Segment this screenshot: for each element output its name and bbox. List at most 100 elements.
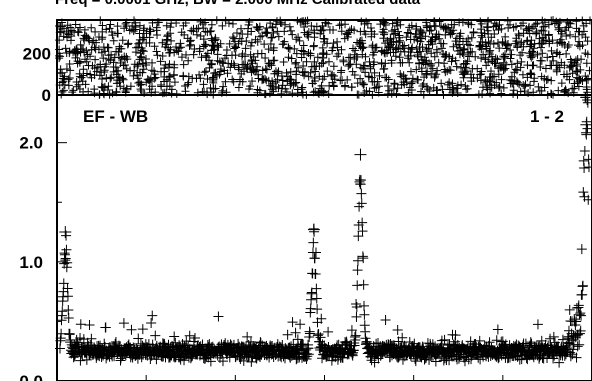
phase-point [447,57,456,66]
phase-point [446,66,455,75]
phase-point [104,82,113,91]
phase-point [259,75,268,84]
phase-point [96,16,105,25]
phase-point [147,66,156,75]
phase-point [64,30,73,39]
amplitude-frame [56,94,592,381]
phase-point [348,67,357,76]
phase-point [578,41,587,50]
phase-point [540,74,549,83]
phase-point [65,49,74,58]
amplitude-point [357,217,368,228]
phase-point [269,46,278,55]
phase-point [123,40,132,49]
phase-point [204,56,213,65]
phase-point [516,51,525,60]
phase-point [58,22,67,31]
phase-point [138,59,147,68]
phase-point [115,76,124,85]
amplitude-point [563,325,574,336]
phase-point [506,54,515,63]
phase-point [550,19,559,28]
phase-point [66,36,75,45]
amplitude-point [578,187,589,198]
amplitude-point [576,244,587,255]
phase-point [203,49,212,58]
phase-point [565,75,574,84]
phase-point [340,82,349,91]
phase-point [396,36,405,45]
phase-point [501,32,510,41]
amplitude-point [245,336,256,347]
phase-point [583,37,592,46]
phase-point [218,86,227,95]
phase-point [566,55,575,64]
phase-point [497,75,506,84]
phase-point [339,56,348,65]
amplitude-point [525,337,536,348]
amplitude-point [323,326,334,337]
phase-point [136,49,145,58]
phase-point [61,44,70,53]
amplitude-point [303,349,314,360]
phase-point [273,27,282,36]
phase-point [148,58,157,67]
phase-point [132,43,141,52]
phase-point [56,69,65,78]
phase-point [106,74,115,83]
phase-point [359,64,368,73]
phase-point [574,82,583,91]
phase-point [578,16,587,25]
phase-point [491,54,500,63]
amplitude-point [564,304,575,315]
phase-point [493,55,502,64]
phase-point [446,30,455,39]
phase-point [235,77,244,86]
phase-point [189,50,198,59]
phase-point [308,79,317,88]
phase-point [569,61,578,70]
phase-point [566,30,575,39]
phase-point [100,47,109,56]
phase-point [55,54,64,63]
phase-point [564,41,573,50]
phase-point [522,24,531,33]
phase-point [158,38,167,47]
phase-point [403,28,412,37]
phase-point [218,58,227,67]
phase-point [238,49,247,58]
phase-point [306,68,315,77]
phase-point [241,44,250,53]
phase-point [519,19,528,28]
phase-point [246,63,255,72]
phase-point [530,39,539,48]
phase-point [529,61,538,70]
phase-point [76,40,85,49]
phase-point [401,74,410,83]
phase-point [459,37,468,46]
phase-point [184,56,193,65]
phase-point [362,17,371,26]
phase-point [195,44,204,53]
amplitude-point [439,334,450,345]
phase-point [427,49,436,58]
amplitude-point [574,328,585,339]
phase-panel: 0 200 [23,16,592,105]
amplitude-point [352,255,363,266]
phase-point [130,16,139,25]
phase-point [449,87,458,96]
phase-point [560,61,569,70]
phase-point [502,44,511,53]
amplitude-point [436,335,447,346]
phase-point [316,29,325,38]
phase-point [492,21,501,30]
amplitude-point [100,322,111,333]
phase-point [203,28,212,37]
phase-point [379,17,388,26]
phase-point [421,60,430,69]
phase-point [509,89,518,98]
amp-y-tick-label: 1.0 [19,253,43,272]
phase-point [356,74,365,83]
phase-point [286,26,295,35]
phase-point [329,71,338,80]
